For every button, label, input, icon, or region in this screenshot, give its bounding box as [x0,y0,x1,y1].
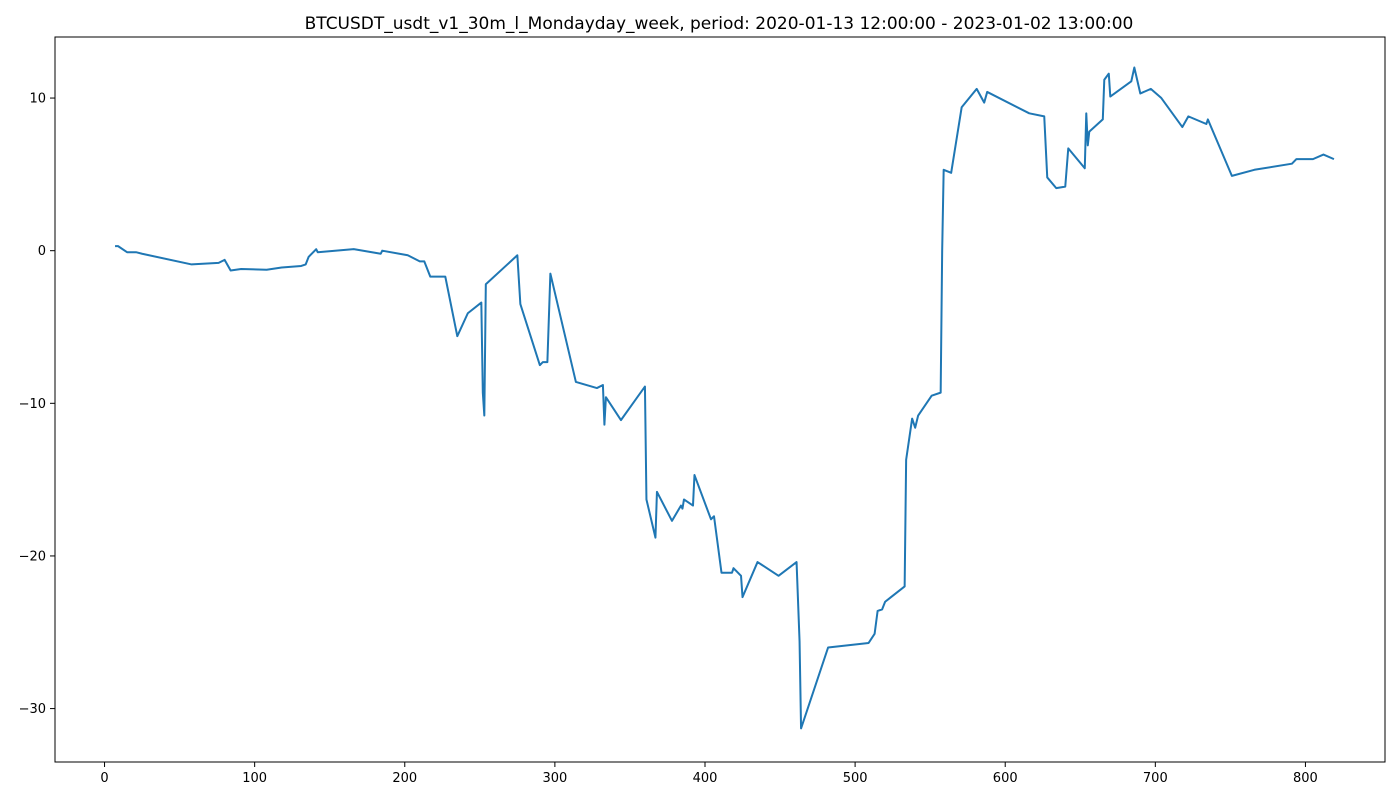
x-tick-label: 800 [1293,771,1318,786]
y-axis: −30 −20 −10 0 10 [19,92,55,717]
x-tick-label: 700 [1143,771,1168,786]
plot-area [115,66,1335,730]
y-tick-label: −30 [19,702,46,717]
x-tick-label: 100 [242,771,267,786]
x-tick-label: 500 [843,771,868,786]
y-tick-label: −20 [19,549,46,564]
axes-frame [54,36,1386,763]
x-tick-label: 200 [392,771,417,786]
x-tick-label: 600 [993,771,1018,786]
y-tick-label: 0 [38,244,46,259]
chart-title: BTCUSDT_usdt_v1_30m_l_Mondayday_week, pe… [305,14,1134,34]
y-tick-label: −10 [19,397,46,412]
series-line-0 [115,66,1335,730]
y-tick-label: 10 [29,92,46,107]
x-tick-label: 0 [100,771,108,786]
x-tick-label: 400 [693,771,718,786]
x-axis: 0 100 200 300 400 500 600 700 800 [100,762,1318,786]
x-tick-label: 300 [542,771,567,786]
